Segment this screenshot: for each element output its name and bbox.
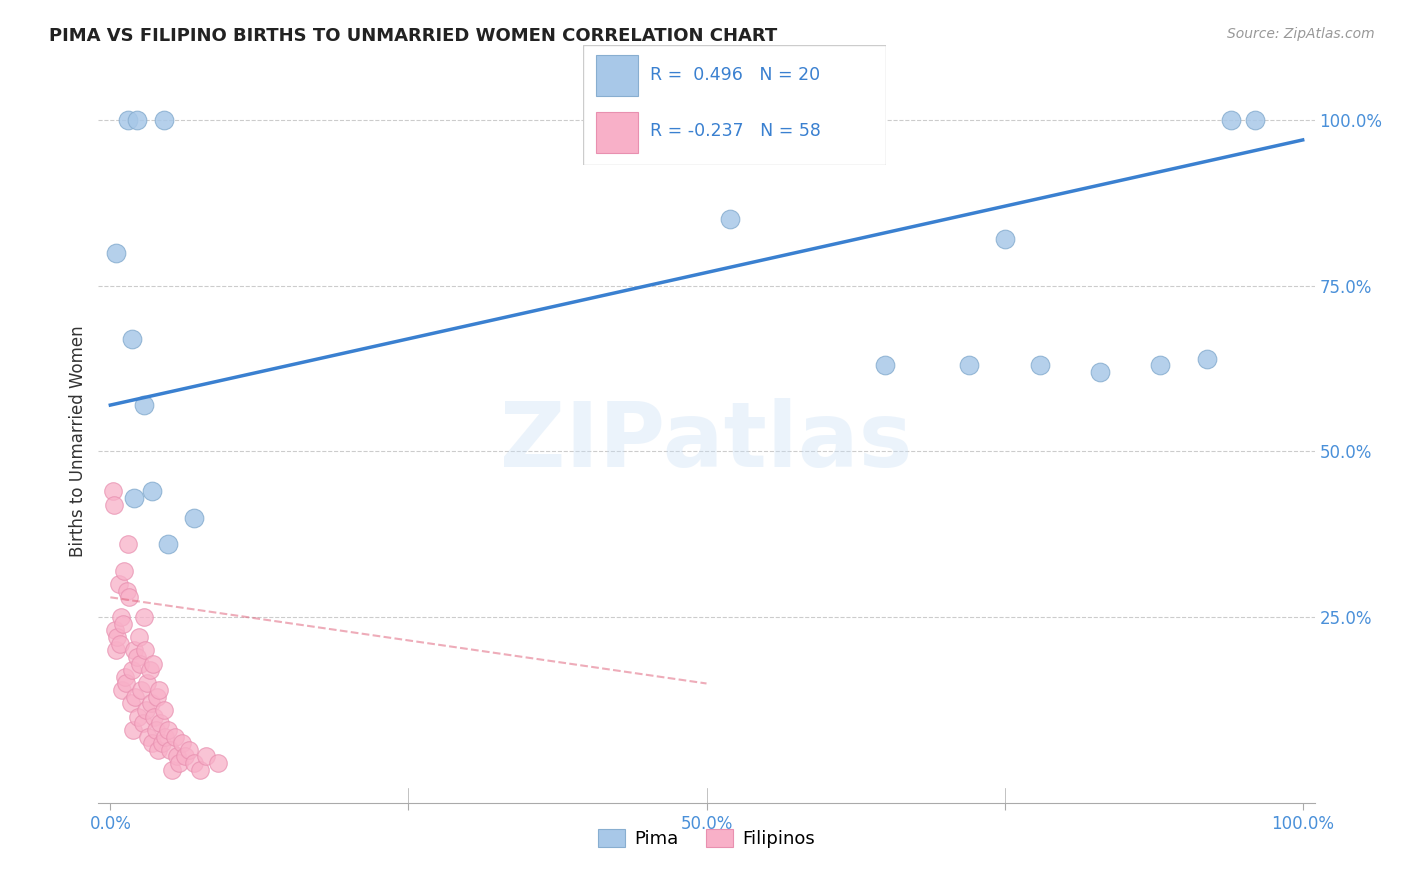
Point (131, 716, 153, 731)
Point (1088, 365, 1111, 379)
Point (122, 491, 145, 505)
Legend: Pima, Filipinos: Pima, Filipinos (591, 822, 823, 855)
Point (132, 398, 155, 412)
Point (107, 630, 129, 644)
Point (957, 359, 980, 373)
Point (105, 245, 128, 260)
Point (170, 736, 193, 750)
Point (162, 763, 184, 777)
Point (136, 676, 159, 690)
Point (141, 484, 163, 499)
Point (156, 537, 179, 551)
FancyBboxPatch shape (596, 55, 638, 96)
Point (125, 650, 148, 665)
Point (138, 730, 160, 744)
Point (138, 663, 160, 677)
Point (169, 756, 191, 770)
Text: R =  0.496   N = 20: R = 0.496 N = 20 (650, 66, 820, 85)
Point (129, 657, 152, 671)
Point (183, 510, 205, 524)
Point (124, 690, 146, 704)
Point (188, 763, 211, 777)
Point (107, 577, 129, 591)
Point (166, 749, 188, 764)
Point (127, 709, 149, 723)
Point (141, 736, 163, 750)
Text: R = -0.237   N = 58: R = -0.237 N = 58 (650, 121, 821, 140)
Point (174, 749, 197, 764)
Point (1149, 359, 1171, 373)
Point (135, 703, 157, 717)
Point (153, 113, 176, 128)
Point (145, 723, 167, 737)
Point (115, 583, 138, 598)
Point (183, 756, 205, 770)
Point (150, 736, 173, 750)
Text: PIMA VS FILIPINO BIRTHS TO UNMARRIED WOMEN CORRELATION CHART: PIMA VS FILIPINO BIRTHS TO UNMARRIED WOM… (49, 27, 778, 45)
Point (139, 697, 162, 711)
Point (112, 564, 135, 578)
Point (121, 332, 143, 346)
Point (122, 723, 145, 737)
Point (994, 232, 1017, 246)
Y-axis label: Births to Unmarried Women: Births to Unmarried Women (69, 326, 87, 558)
Point (114, 670, 136, 684)
Point (146, 743, 169, 757)
Point (103, 498, 125, 512)
Point (117, 537, 139, 551)
Point (134, 643, 156, 657)
Point (142, 657, 165, 671)
Point (125, 113, 148, 128)
Point (156, 723, 179, 737)
Point (112, 616, 135, 631)
FancyBboxPatch shape (583, 45, 886, 165)
Point (105, 643, 128, 657)
Point (153, 703, 176, 717)
Point (111, 683, 134, 698)
Point (128, 630, 150, 644)
Point (118, 591, 141, 605)
Text: Source: ZipAtlas.com: Source: ZipAtlas.com (1227, 27, 1375, 41)
Point (148, 683, 170, 698)
Point (143, 709, 166, 723)
Point (153, 730, 176, 744)
Point (875, 359, 897, 373)
Point (194, 749, 217, 764)
Point (177, 743, 200, 757)
Point (132, 610, 155, 624)
Point (149, 716, 172, 731)
Point (1029, 359, 1052, 373)
Point (104, 624, 127, 638)
Point (120, 697, 142, 711)
Point (146, 690, 169, 704)
Point (110, 610, 132, 624)
Point (1220, 113, 1243, 128)
Point (718, 212, 741, 227)
Point (121, 663, 143, 677)
Point (115, 676, 138, 690)
Point (159, 743, 181, 757)
Point (163, 730, 186, 744)
Point (1244, 113, 1267, 128)
Text: ZIPatlas: ZIPatlas (501, 398, 912, 485)
Point (108, 637, 131, 651)
Point (1197, 351, 1219, 366)
Point (131, 683, 153, 698)
Point (117, 113, 139, 128)
Point (101, 484, 124, 499)
FancyBboxPatch shape (596, 112, 638, 153)
Point (122, 643, 145, 657)
Point (207, 756, 229, 770)
